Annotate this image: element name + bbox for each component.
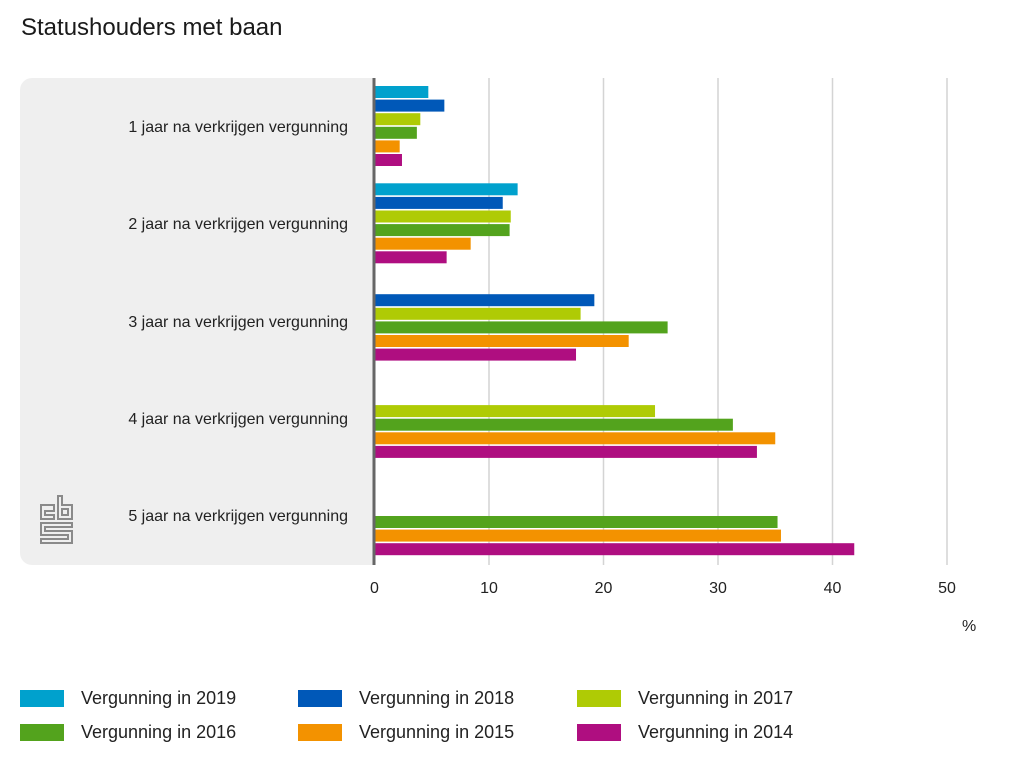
legend-item[interactable]: Vergunning in 2018 [298,688,514,709]
x-tick-label: 40 [823,580,842,597]
bar [374,140,400,153]
legend-label: Vergunning in 2017 [638,688,794,708]
legend-item[interactable]: Vergunning in 2015 [298,722,514,743]
bar [374,543,855,556]
bar [374,418,733,431]
category-label: 5 jaar na verkrijgen vergunning [128,508,348,526]
bar [374,445,757,458]
bar [374,99,445,112]
legend-label: Vergunning in 2015 [359,722,515,742]
legend-swatch [577,724,621,741]
x-tick-label: 10 [480,580,498,597]
bar [374,348,577,361]
x-tick-label: 30 [709,580,727,597]
legend-label: Vergunning in 2019 [81,688,237,708]
bar [374,529,781,542]
chart-title: Statushouders met baan [21,14,283,41]
x-tick-label: 50 [938,580,956,597]
legend-swatch [20,690,64,707]
bar [374,307,581,320]
legend-item[interactable]: Vergunning in 2019 [20,688,236,709]
legend-swatch [298,690,342,707]
x-tick-label: 0 [370,580,379,597]
bar [374,405,656,418]
legend-label: Vergunning in 2018 [359,688,515,708]
bar [374,224,510,237]
cbs-logo-icon [40,495,73,544]
bar [374,154,402,166]
legend-swatch [577,690,621,707]
bar [374,335,629,347]
legend-label: Vergunning in 2016 [81,722,237,742]
bar [374,237,471,250]
bar [374,183,518,196]
bar [374,210,511,223]
legend-item[interactable]: Vergunning in 2016 [20,722,236,743]
x-tick-label: 20 [594,580,613,597]
legend-swatch [20,724,64,741]
legend-label: Vergunning in 2014 [638,722,794,742]
category-label: 2 jaar na verkrijgen vergunning [128,216,348,234]
category-label: 3 jaar na verkrijgen vergunning [128,313,348,331]
bar [374,196,503,209]
bar [374,113,421,126]
bar [374,251,447,264]
bar [374,294,595,307]
legend-item[interactable]: Vergunning in 2017 [577,688,793,709]
bar [374,321,668,334]
bar [374,432,776,445]
category-panel [20,78,374,565]
legend-swatch [298,724,342,741]
bar [374,126,417,139]
legend-item[interactable]: Vergunning in 2014 [577,722,793,743]
x-axis-unit-label: % [962,618,977,635]
bar [374,86,429,98]
bar [374,516,778,528]
category-label: 4 jaar na verkrijgen vergunning [128,410,348,428]
category-label: 1 jaar na verkrijgen vergunning [128,119,348,136]
